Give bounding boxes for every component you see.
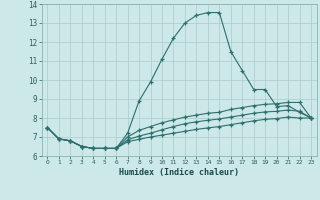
X-axis label: Humidex (Indice chaleur): Humidex (Indice chaleur) bbox=[119, 168, 239, 177]
